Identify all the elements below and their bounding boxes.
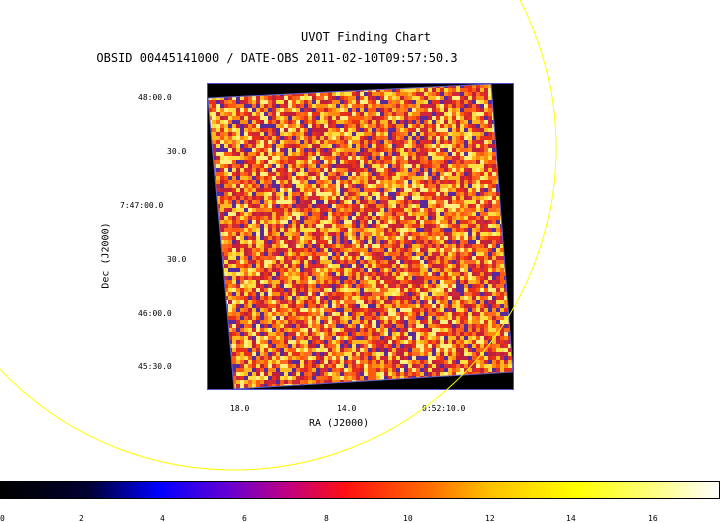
colorbar-tick: 2 [79,514,84,523]
y-tick: 45:30.0 [138,362,172,371]
colorbar-tick: 10 [403,514,413,523]
title: UVOT Finding Chart [5,30,722,44]
y-axis-label: Dec (J2000) [101,222,112,288]
colorbar-tick: 0 [0,514,5,523]
sky-image [208,84,513,389]
y-tick: 48:00.0 [138,93,172,102]
y-tick: 30.0 [167,147,186,156]
subtitle: OBSID 00445141000 / DATE-OBS 2011-02-10T… [0,51,638,65]
colorbar-tick: 6 [242,514,247,523]
y-tick: 7:47:00.0 [120,201,163,210]
x-axis-label: RA (J2000) [309,418,369,429]
x-tick: 18.0 [230,404,249,413]
colorbar-tick: 14 [566,514,576,523]
image-frame [207,83,514,390]
y-tick: 46:00.0 [138,309,172,318]
colorbar-tick: 16 [648,514,658,523]
x-tick: 14.0 [337,404,356,413]
x-tick: 0:52:10.0 [422,404,465,413]
colorbar-tick: 4 [160,514,165,523]
colorbar [0,481,720,499]
y-tick: 30.0 [167,255,186,264]
colorbar-tick: 12 [485,514,495,523]
colorbar-tick: 8 [324,514,329,523]
